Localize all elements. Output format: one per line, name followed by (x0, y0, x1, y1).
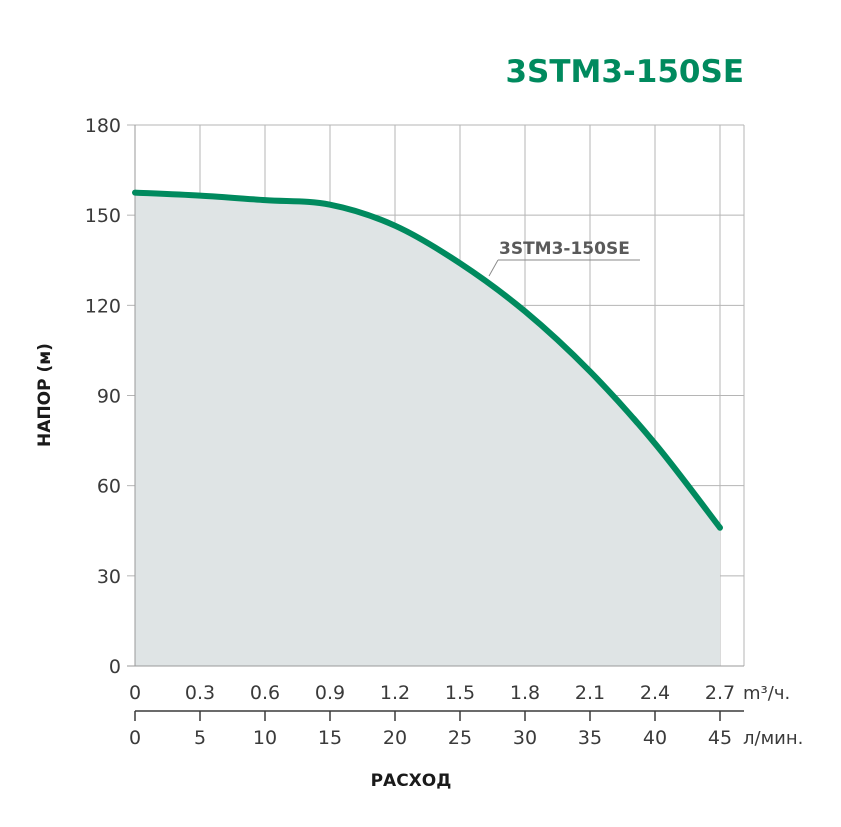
x-secondary-tick-labels: 0 5 10 15 20 25 30 35 40 45 (129, 727, 732, 749)
x-secondary-tick-label: 5 (194, 727, 206, 749)
x-secondary-tick-label: 45 (708, 727, 732, 749)
y-tick-label: 30 (97, 566, 121, 588)
x-primary-tick-label: 1.5 (445, 682, 475, 704)
x-primary-unit: m³/ч. (743, 683, 790, 704)
x-secondary-tick-label: 35 (578, 727, 602, 749)
y-tick-label: 90 (97, 386, 121, 408)
x-primary-tick-label: 2.7 (705, 682, 735, 704)
y-axis-title: НАПОР (м) (35, 343, 55, 447)
curve-area-fill (135, 192, 720, 666)
x-secondary-unit: л/мин. (743, 728, 803, 749)
x-primary-tick-label: 2.4 (640, 682, 670, 704)
chart-title: 3STM3-150SE (505, 54, 744, 90)
x-primary-tick-label: 2.1 (575, 682, 605, 704)
y-tick-label: 60 (97, 476, 121, 498)
x-primary-tick-label: 0.9 (315, 682, 345, 704)
x-secondary-tick-label: 20 (383, 727, 407, 749)
series-label: 3STM3-150SE (499, 239, 630, 259)
x-primary-tick-label: 0 (129, 682, 141, 704)
series-callout: 3STM3-150SE (488, 239, 640, 277)
x-primary-tick-label: 0.3 (185, 682, 215, 704)
x-primary-tick-label: 0.6 (250, 682, 280, 704)
x-secondary-tick-label: 0 (129, 727, 141, 749)
x-primary-tick-label: 1.2 (380, 682, 410, 704)
x-axis-title: РАСХОД (371, 771, 452, 791)
callout-leader-line (488, 259, 499, 277)
x-secondary-tick-label: 40 (643, 727, 667, 749)
y-tick-labels: 0 30 60 90 120 150 180 (85, 115, 121, 678)
x-secondary-tick-label: 25 (448, 727, 472, 749)
axes (127, 124, 744, 721)
x-primary-tick-labels: 0 0.3 0.6 0.9 1.2 1.5 1.8 2.1 2.4 2.7 (129, 682, 735, 704)
y-tick-label: 180 (85, 115, 121, 137)
x-secondary-tick-label: 10 (253, 727, 277, 749)
y-tick-label: 0 (109, 656, 121, 678)
x-secondary-tick-label: 30 (513, 727, 537, 749)
y-tick-label: 150 (85, 205, 121, 227)
x-primary-tick-label: 1.8 (510, 682, 540, 704)
series-line-3stm3-150se (132, 189, 723, 531)
x-secondary-tick-label: 15 (318, 727, 342, 749)
y-tick-label: 120 (85, 295, 121, 317)
